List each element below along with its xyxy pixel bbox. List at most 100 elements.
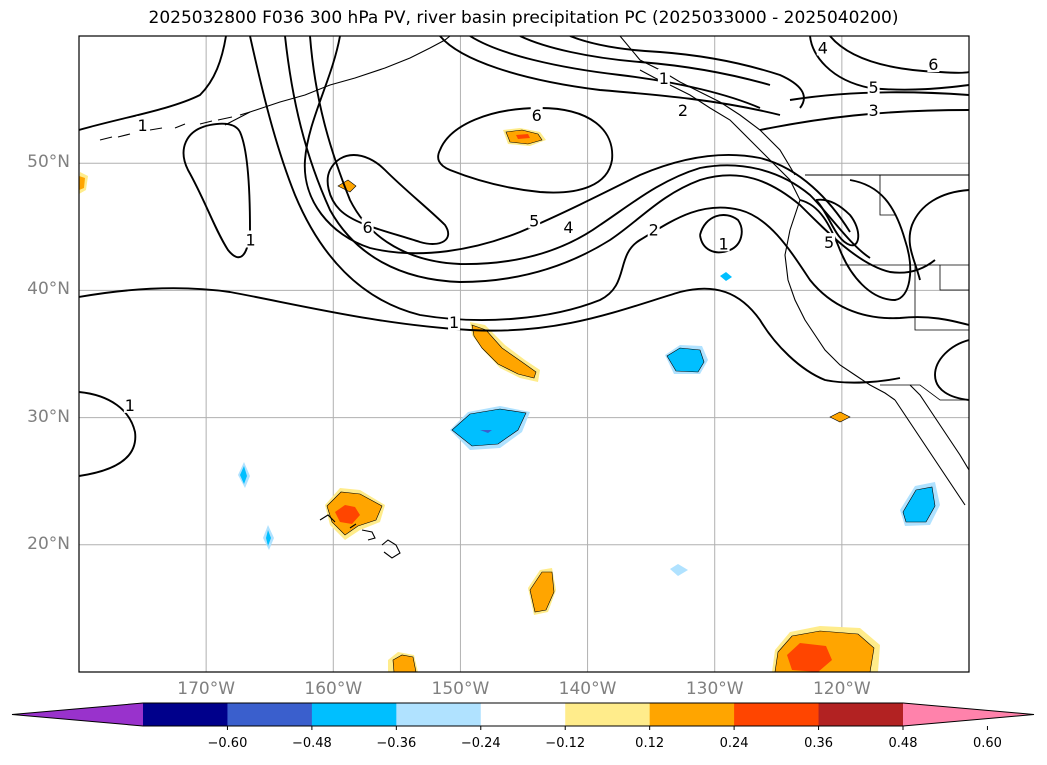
lon-tick-label: 150°W: [431, 679, 490, 699]
lat-tick-label: 40°N: [27, 279, 70, 300]
contour-label: 4: [563, 218, 573, 237]
colorbar-tick-label: 0.24: [719, 736, 749, 751]
us-mexico-border: [880, 384, 969, 401]
contour-label: 1: [125, 396, 135, 415]
precip-neg-blob: [902, 486, 936, 523]
precip-pos-blob: [335, 505, 360, 524]
pv-contour-1-main: [79, 287, 901, 384]
contour-label: 6: [363, 218, 373, 237]
contour-label: 5: [869, 78, 879, 97]
lat-tick-label: 20°N: [27, 533, 70, 554]
precip-neg-blob: [240, 466, 247, 484]
colorbar-segment: [311, 703, 397, 726]
precip-neg-blob: [451, 408, 527, 447]
colorbar-extend-low: [12, 703, 143, 726]
colorbar-tick-label: 0.48: [888, 736, 918, 751]
precip-pos-blob: [471, 324, 537, 379]
lon-tick-label: 130°W: [685, 679, 744, 699]
contour-label-bg: [244, 230, 257, 248]
lon-tick-label: 140°W: [558, 679, 617, 699]
contour-label-bg: [927, 54, 940, 72]
colorbar-tick-label: −0.60: [207, 736, 248, 751]
pv-contour-inland-5: [799, 179, 912, 301]
baja-coast-inner: [909, 384, 969, 471]
precip-neg-blob: [480, 430, 492, 433]
precip-pos-blob: [787, 643, 832, 672]
lat-tick-label: 50°N: [27, 152, 70, 173]
colorbar-tick-label: −0.48: [291, 736, 332, 751]
precip-shading: [79, 128, 940, 672]
pv-contour-6-central: [437, 107, 614, 194]
alaska-panhandle-coast: [619, 36, 796, 176]
colorbar-segment: [396, 703, 482, 726]
us-west-coast: [784, 229, 896, 401]
colorbar-extend-high: [903, 703, 1034, 726]
contour-label-bg: [647, 220, 660, 238]
colorbar-tick-label: −0.12: [545, 736, 586, 751]
contour-label-bg: [676, 100, 689, 118]
lon-tick-label: 120°W: [812, 679, 871, 699]
contour-label-bg: [528, 211, 541, 229]
contour-label-bg: [657, 68, 670, 86]
contour-label: 5: [529, 211, 539, 230]
us-state-border: [840, 175, 969, 331]
precip-neg-blob: [266, 530, 271, 546]
map-gridlines: [79, 36, 969, 672]
contour-label: 5: [824, 233, 834, 252]
colorbar-segment: [649, 703, 735, 726]
contour-label-bg: [530, 105, 543, 123]
contour-label-bg: [448, 313, 461, 331]
contour-label: 1: [246, 231, 256, 250]
contour-label: 3: [869, 101, 879, 120]
colorbar-tick-label: −0.24: [460, 736, 501, 751]
contour-label: 4: [818, 38, 828, 57]
contour-label: 6: [532, 106, 542, 125]
map-title: 2025032800 F036 300 hPa PV, river basin …: [148, 8, 899, 28]
lon-tick-label: 160°W: [304, 679, 363, 699]
precip-neg-blob: [670, 564, 688, 576]
contour-label-bg: [136, 116, 149, 134]
contour-label-bg: [823, 233, 836, 251]
colorbar: [11, 702, 1035, 730]
colorbar-tick-label: 0.36: [804, 736, 834, 751]
map-frame: [78, 35, 970, 673]
precip-pos-blob: [529, 571, 555, 613]
pv-contour-ne-3: [519, 36, 771, 86]
pv-contour-5: [303, 36, 851, 255]
pv-contour-ne-1: [439, 36, 781, 116]
contour-label-bg: [816, 38, 829, 56]
precip-pos-blob: [516, 134, 530, 139]
pv-contour-1-sw: [79, 391, 137, 477]
contour-label-bg: [562, 217, 575, 235]
contour-label-bg: [123, 395, 136, 413]
pv-contour-far-ne-3: [759, 109, 969, 131]
pv-contour-6-west: [326, 154, 450, 245]
colorbar-segment: [227, 703, 313, 726]
pv-contour-3: [284, 36, 936, 283]
contour-label: 2: [649, 220, 659, 239]
coastlines: [99, 36, 969, 559]
precip-neg-blob: [720, 272, 732, 281]
colorbar-tick-label: 0.12: [635, 736, 665, 751]
pv-contour-1-ne: [908, 189, 969, 281]
lon-tick-label: 170°W: [177, 679, 236, 699]
contour-label: 6: [928, 55, 938, 74]
hawaii-islands: [319, 514, 401, 559]
contour-label-bg: [361, 217, 374, 235]
colorbar-tick-label: 0.60: [972, 736, 1002, 751]
colorbar-outline: [11, 702, 1035, 727]
contour-label: 1: [719, 234, 729, 253]
alaska-peninsula-coast: [224, 36, 451, 126]
pv-contour-east-1: [934, 339, 969, 401]
pv-contour-1-west: [182, 122, 251, 259]
contour-label: 1: [659, 69, 669, 88]
colorbar-segment: [734, 703, 820, 726]
contour-label-bg: [717, 234, 730, 252]
precip-pos-blob: [829, 411, 851, 423]
colorbar-segment: [818, 703, 904, 726]
pv-contour-nw-coast-6: [815, 198, 860, 247]
pv-contour-2: [249, 36, 969, 326]
contour-label: 2: [678, 101, 688, 120]
